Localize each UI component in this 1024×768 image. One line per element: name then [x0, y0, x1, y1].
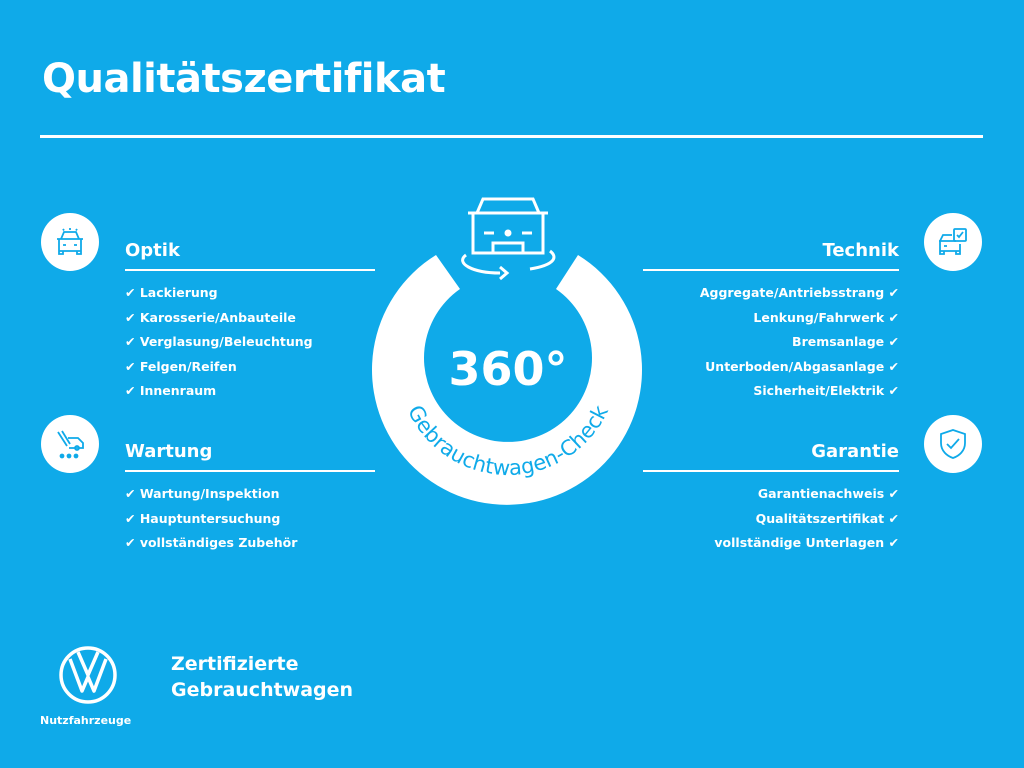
- 360-label: 360°: [448, 342, 567, 396]
- ring: [372, 255, 642, 505]
- footer-tagline: Zertifizierte Gebrauchtwagen: [171, 651, 353, 703]
- car-rotate-icon: [461, 197, 556, 281]
- list-item: Qualitätszertifikat ✔: [755, 510, 899, 526]
- tagline-line: Gebrauchtwagen: [171, 679, 354, 701]
- list-item: Bremsanlage ✔: [792, 334, 899, 349]
- list-item: ✔ Wartung/Inspektion: [125, 486, 280, 501]
- service-tools-icon: [41, 415, 99, 473]
- list-item: Lenkung/Fahrwerk ✔: [753, 309, 899, 325]
- tagline-line: Zertifizierte: [171, 653, 299, 675]
- section-title: Optik: [125, 240, 375, 271]
- list-item: ✔ Hauptuntersuchung: [125, 510, 281, 526]
- brand-label: Nutzfahrzeuge: [40, 714, 132, 727]
- section-title: Garantie: [643, 441, 899, 472]
- list-item: Unterboden/Abgasanlage ✔: [705, 358, 899, 374]
- shield-check-icon: [924, 415, 982, 473]
- list-item: Aggregate/Antriebsstrang ✔: [699, 285, 899, 300]
- list-item: ✔ vollständiges Zubehör: [125, 535, 298, 550]
- list-item: ✔ Verglasung/Beleuchtung: [125, 334, 313, 349]
- list-item: ✔ Felgen/Reifen: [125, 358, 237, 374]
- title-divider: [40, 135, 983, 138]
- section-title: Wartung: [125, 441, 375, 472]
- list-item: ✔ Lackierung: [125, 285, 218, 300]
- section-technik: Technik Aggregate/Antriebsstrang ✔ Lenku…: [643, 240, 899, 408]
- car-front-icon: [41, 213, 99, 271]
- section-title: Technik: [643, 240, 899, 271]
- list-item: ✔ Innenraum: [125, 383, 217, 398]
- list-item: ✔ Karosserie/Anbauteile: [125, 309, 296, 325]
- section-garantie: Garantie Garantienachweis ✔ Qualitätszer…: [643, 441, 899, 560]
- vw-logo: [59, 646, 117, 704]
- list-item: Garantienachweis ✔: [757, 486, 899, 501]
- list-item: Sicherheit/Elektrik ✔: [753, 383, 899, 398]
- page-title: Qualitätszertifikat: [42, 56, 446, 102]
- car-checklist-icon: [924, 213, 982, 271]
- 360-check-badge: 360° Gebrauchtwagen-Check: [372, 197, 642, 505]
- section-optik: Optik ✔ Lackierung ✔ Karosserie/Anbautei…: [125, 240, 375, 408]
- list-item: vollständige Unterlagen ✔: [714, 535, 899, 550]
- section-wartung: Wartung ✔ Wartung/Inspektion ✔ Hauptunte…: [125, 441, 375, 560]
